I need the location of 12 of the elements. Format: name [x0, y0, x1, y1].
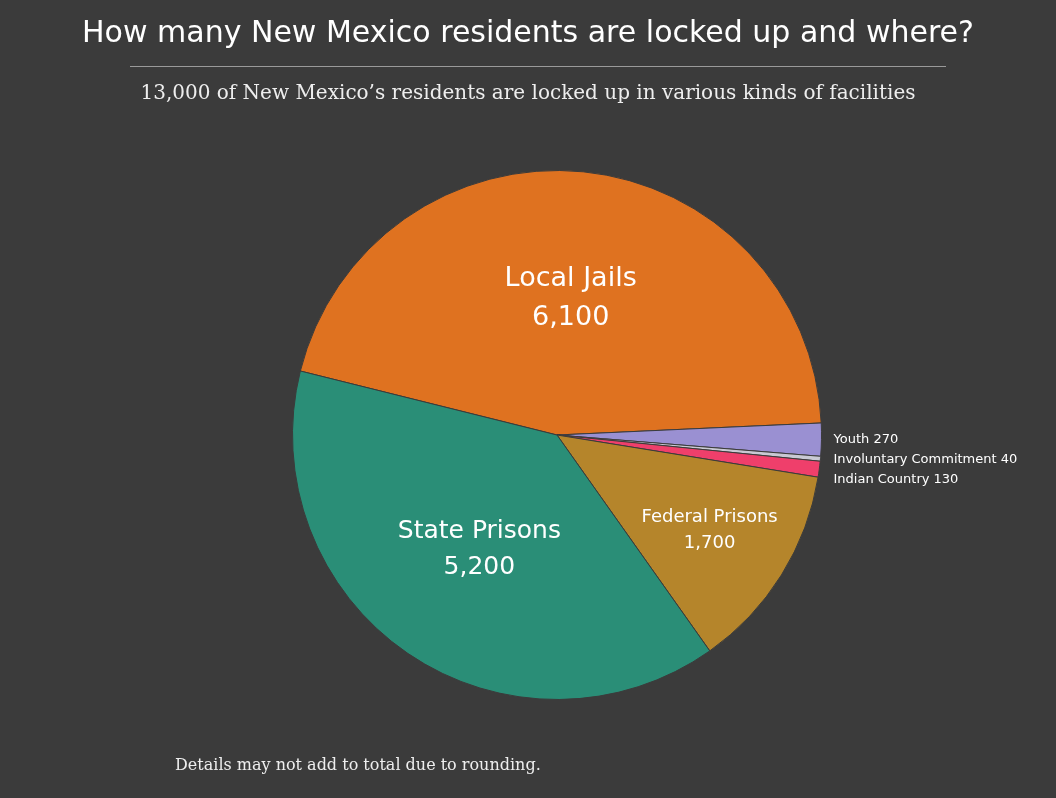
chart-title: How many New Mexico residents are locked up and where?	[81, 14, 975, 49]
data-label: 6,100	[532, 300, 610, 332]
data-label: 5,200	[443, 550, 516, 580]
slice-label: State Prisons	[397, 514, 561, 544]
data-label: 1,700	[683, 531, 736, 553]
slice-label: Indian Country 130	[833, 471, 959, 487]
slice-label: Involuntary Commitment 40	[833, 451, 1018, 467]
text: Details may not add to total due to rounding.	[175, 755, 541, 774]
slice-label: Federal Prisons	[641, 505, 778, 527]
slice-label: Local Jails	[504, 261, 637, 293]
slice-label: Youth 270	[832, 431, 899, 447]
chart-subtitle: 13,000 of New Mexico’s residents are locked up in various kinds of facilities	[139, 80, 917, 104]
